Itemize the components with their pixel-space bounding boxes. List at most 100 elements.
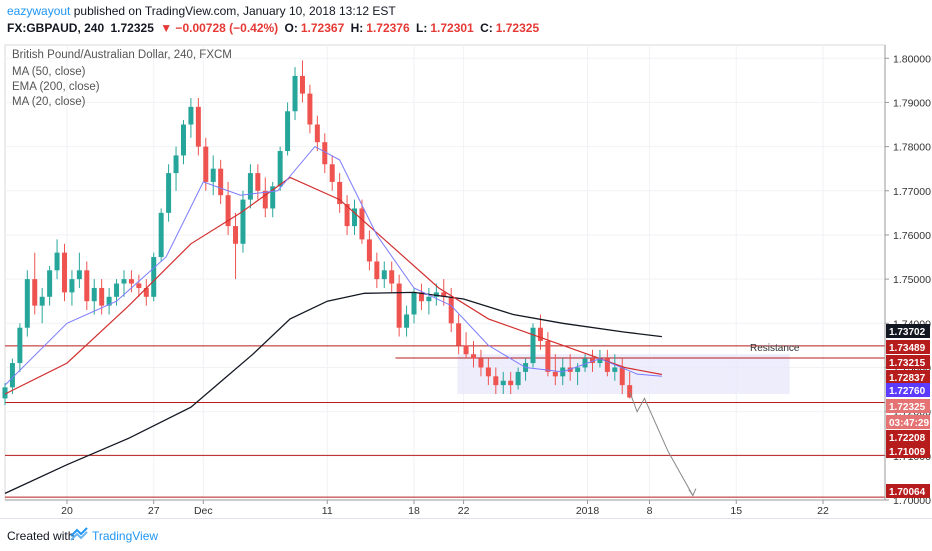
ma20-line	[4, 145, 662, 386]
candle-body	[352, 208, 358, 227]
price-label-text: 1.72208	[889, 433, 926, 444]
plot-frame	[4, 44, 886, 501]
candle-body	[552, 371, 558, 377]
candle-body	[597, 358, 603, 364]
candle-body	[404, 314, 410, 328]
x-tick-label: 22	[458, 505, 470, 517]
time-axis[interactable]: 20 27 Dec 11 18 22 2018 8 15 22	[5, 499, 885, 517]
candle-body	[292, 75, 298, 112]
candle-body	[299, 75, 305, 94]
candle-body	[426, 296, 432, 302]
chart-title: British Pound/Australian Dollar, 240, FX…	[12, 49, 232, 61]
candle-body	[277, 151, 283, 187]
candle-body	[54, 252, 60, 271]
candle-body	[493, 376, 499, 386]
x-tick-label: 18	[408, 505, 420, 517]
candle-body	[218, 168, 224, 196]
x-tick-label: 22	[817, 505, 829, 517]
candle-body	[389, 270, 395, 284]
candle-body	[508, 380, 514, 386]
candle-body	[463, 345, 469, 355]
candle-body	[344, 204, 350, 227]
legend-ma20: MA (20, close)	[12, 96, 86, 108]
projection-line	[629, 391, 694, 496]
high-value: 1.72376	[366, 21, 410, 35]
candle-body	[329, 164, 335, 182]
y-tick-label: 1.80000	[893, 53, 931, 65]
candle-body	[627, 385, 633, 398]
projection-arrowhead	[688, 488, 697, 497]
x-tick-label: 11	[322, 505, 333, 517]
price-label-box	[886, 444, 930, 458]
candle-body	[2, 387, 8, 399]
price-label-box	[886, 383, 930, 397]
candle-body	[151, 257, 157, 297]
ma50-line	[4, 176, 663, 395]
candle-body	[225, 195, 231, 227]
y-tick-label: 1.78000	[893, 142, 931, 154]
grid	[5, 45, 885, 501]
candle-body	[396, 283, 402, 328]
low-label: L:	[416, 21, 428, 35]
candle-body	[285, 111, 291, 152]
horizontal-levels	[5, 345, 885, 498]
candle-body	[9, 363, 15, 388]
price-label-box	[886, 340, 930, 354]
price-chart[interactable]: 1.80000 1.79000 1.78000 1.77000 1.76000 1.750…	[0, 40, 932, 518]
open-label: O:	[284, 21, 298, 35]
candle-body	[173, 155, 179, 174]
candle-body	[441, 292, 447, 297]
ema200-line	[4, 291, 662, 494]
candle-body	[448, 296, 454, 324]
candle-body	[478, 358, 484, 368]
price-label-text: 1.72760	[889, 386, 926, 397]
symbol-label: FX:GBPAUD, 240	[7, 21, 105, 35]
price-label-text: 1.73489	[889, 343, 926, 354]
close-value: 1.72325	[495, 21, 540, 35]
price-axis[interactable]: 1.80000 1.79000 1.78000 1.77000 1.76000 1.750…	[884, 45, 931, 507]
brand-link[interactable]: TradingView	[92, 529, 159, 543]
price-label-text: 1.73702	[889, 327, 926, 338]
candle-body	[485, 367, 491, 377]
candle-body	[39, 296, 45, 306]
candle-body	[500, 380, 506, 386]
candle-body	[307, 93, 313, 125]
low-value: 1.72301	[430, 21, 474, 35]
publish-info: eazywayout published on TradingView.com,…	[7, 4, 396, 18]
indicator-lines	[4, 145, 663, 494]
price-change: ▼ −0.00728 (−0.42%)	[160, 21, 279, 35]
candle-body	[411, 292, 417, 315]
candles	[2, 60, 633, 406]
candle-body	[314, 124, 320, 143]
candle-body	[158, 212, 164, 258]
candle-body	[530, 327, 536, 364]
author-link[interactable]: eazywayout	[7, 4, 71, 18]
chart-legend: British Pound/Australian Dollar, 240, FX…	[12, 49, 232, 108]
candle-body	[582, 358, 588, 368]
candle-body	[121, 279, 127, 284]
candle-body	[99, 287, 105, 306]
close-label: C:	[480, 21, 493, 35]
candle-body	[262, 190, 268, 209]
price-label-box	[886, 370, 930, 384]
x-tick-label: 15	[730, 505, 742, 517]
y-tick-label: 1.75000	[893, 274, 931, 286]
price-label-text: 03:47:29	[889, 418, 929, 429]
legend-ema200: EMA (200, close)	[12, 81, 100, 93]
candle-body	[456, 323, 462, 346]
candle-body	[240, 199, 246, 244]
candle-body	[366, 239, 372, 262]
candle-body	[61, 252, 67, 293]
high-label: H:	[350, 21, 364, 35]
candle-body	[136, 283, 142, 288]
candle-body	[322, 142, 328, 165]
created-with-text: Created with	[7, 529, 75, 543]
candle-body	[128, 279, 134, 284]
x-tick-label: 2018	[576, 505, 600, 517]
resistance-label: Resistance	[750, 343, 800, 354]
legend-ma50: MA (50, close)	[12, 66, 86, 78]
candle-body	[619, 367, 625, 386]
x-tick-label: Dec	[194, 505, 213, 517]
candle-body	[203, 146, 209, 182]
projection-path	[629, 391, 697, 497]
